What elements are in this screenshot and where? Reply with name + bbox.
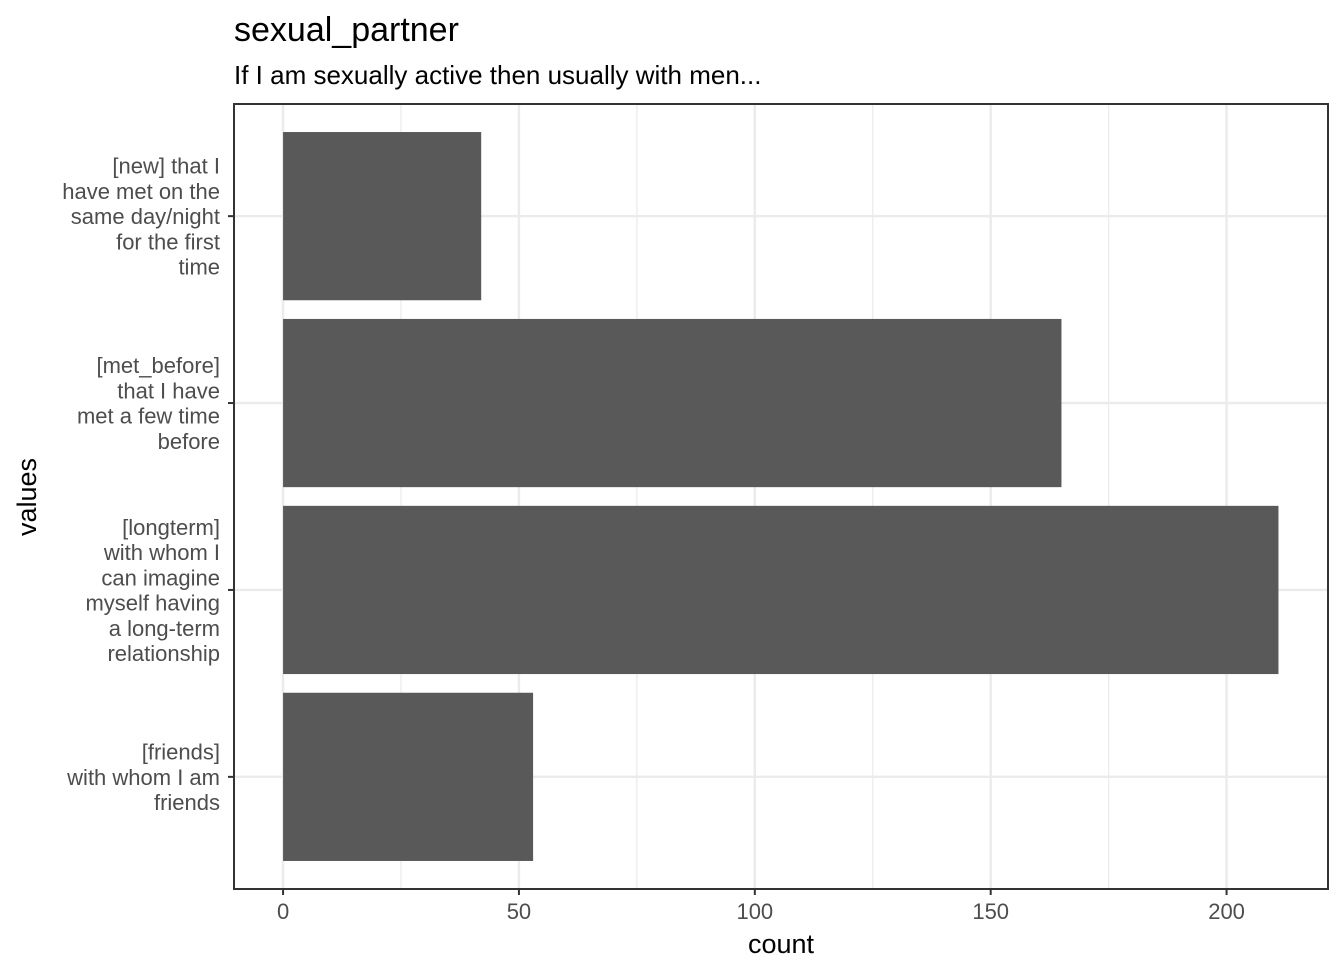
y-axis-title: values [12,458,42,536]
y-tick-label: [met_before] that I have met a few time bef… [77,353,220,454]
x-tick-label: 0 [277,899,289,924]
x-axis: 0 50 100 150 200 [277,889,1245,924]
y-tick-label-line: [met_before] [96,353,220,378]
bar [283,505,1279,675]
x-tick-label: 150 [972,899,1009,924]
plot-panel [233,103,1329,890]
y-tick-label-line: same day/night [71,204,220,229]
y-tick-label-line: time [178,255,220,280]
y-tick-label-line: [friends] [142,740,220,765]
bars [283,132,1279,861]
y-tick-label-line: myself having [85,591,220,616]
chart-title: sexual_partner [234,11,459,49]
panel-border [233,103,1329,890]
y-tick-label-line: friends [154,790,220,815]
y-tick-label-line: met a few time [77,404,220,429]
y-tick-label-line: [longterm] [122,515,220,540]
y-tick-label-line: have met on the [62,179,220,204]
y-tick-label-line: before [158,429,220,454]
x-axis-title: count [748,929,815,959]
bar [283,132,482,301]
y-tick-label: [friends] with whom I am friends [66,740,220,815]
bar [283,692,534,861]
y-tick-label-line: can imagine [101,565,220,590]
y-tick-label-line: [new] that I [112,154,220,179]
y-tick-label-line: relationship [107,641,220,666]
x-tick-label: 100 [736,899,773,924]
chart-subtitle: If I am sexually active then usually wit… [234,60,761,90]
y-tick-label-line: a long-term [109,616,220,641]
bar [283,318,1062,488]
y-tick-label-line: that I have [117,378,220,403]
x-tick-label: 50 [507,899,531,924]
y-tick-label-line: with whom I [103,540,220,565]
x-tick-label: 200 [1208,899,1245,924]
y-tick-label-line: for the first [116,229,220,254]
y-tick-label-line: with whom I am [66,765,220,790]
